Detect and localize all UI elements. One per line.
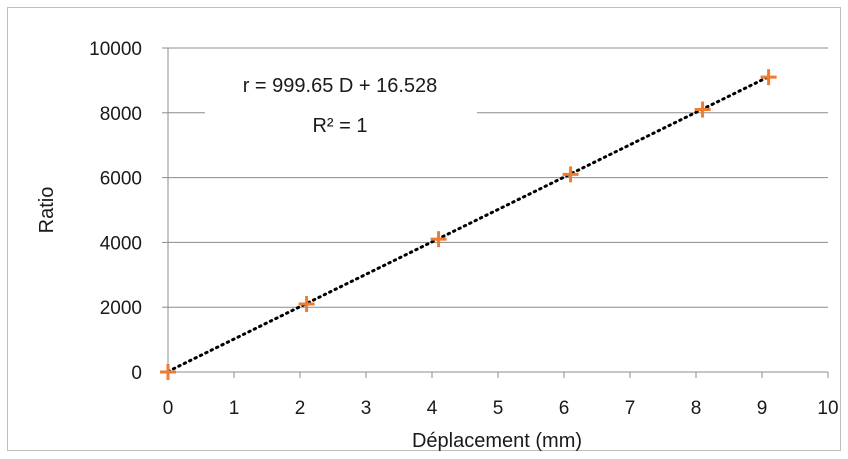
trendline-r-squared: R² = 1 — [312, 115, 367, 137]
x-tick-label: 10 — [817, 398, 838, 419]
x-tick-label: 7 — [625, 398, 636, 419]
y-tick-label: 10000 — [89, 39, 142, 60]
equation-background — [205, 66, 477, 156]
y-tick-label: 4000 — [100, 233, 142, 254]
y-tick-label: 6000 — [100, 169, 142, 190]
trendline-group — [166, 75, 771, 373]
trendline-equation-box: r = 999.65 D + 16.528 R² = 1 — [205, 66, 477, 156]
x-tick-label: 3 — [361, 398, 372, 419]
data-point — [562, 166, 579, 183]
data-point — [430, 231, 447, 248]
x-tick-label: 1 — [229, 398, 240, 419]
x-tick-labels: 0 1 2 3 4 5 6 7 8 9 10 — [163, 398, 839, 419]
x-tick-label: 4 — [427, 398, 438, 419]
x-tick-label: 6 — [559, 398, 570, 419]
gridlines — [168, 47, 828, 308]
y-tick-labels: 0 2000 4000 6000 8000 10000 — [89, 39, 142, 384]
x-tick-label: 5 — [493, 398, 504, 419]
trendline-equation: r = 999.65 D + 16.528 — [243, 75, 438, 97]
x-tick-label: 0 — [163, 398, 174, 419]
data-point — [694, 101, 711, 118]
data-point — [160, 364, 176, 380]
trendline — [166, 75, 771, 373]
x-tick-label: 8 — [691, 398, 702, 419]
y-axis-title: Ratio — [36, 187, 58, 234]
y-tick-label: 2000 — [100, 298, 142, 319]
x-tick-label: 9 — [757, 398, 768, 419]
x-tick-label: 2 — [295, 398, 306, 419]
data-points — [160, 69, 777, 380]
y-tick-label: 8000 — [100, 104, 142, 125]
y-tick-label: 0 — [131, 363, 142, 384]
data-point — [298, 295, 315, 312]
axes — [162, 47, 829, 378]
data-point — [760, 69, 777, 86]
x-axis-title: Déplacement (mm) — [412, 430, 582, 452]
